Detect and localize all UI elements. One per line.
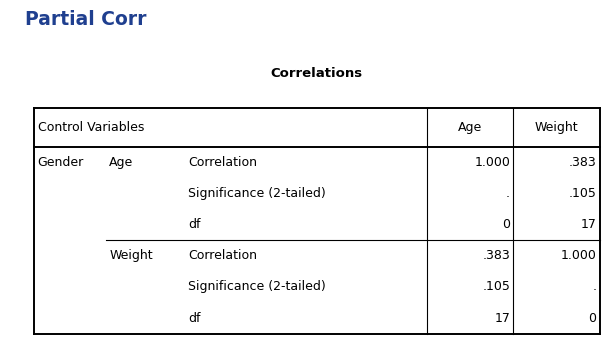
Text: .383: .383 (569, 156, 597, 169)
Text: 0: 0 (502, 218, 510, 231)
Text: Control Variables: Control Variables (38, 121, 144, 134)
Text: .383: .383 (482, 249, 510, 262)
Text: 1.000: 1.000 (561, 249, 597, 262)
Text: Age: Age (109, 156, 133, 169)
Text: Partial Corr: Partial Corr (25, 10, 146, 29)
Text: Correlation: Correlation (188, 156, 258, 169)
Text: Significance (2-tailed): Significance (2-tailed) (188, 280, 326, 293)
Text: .105: .105 (482, 280, 510, 293)
Text: df: df (188, 218, 201, 231)
Text: 17: 17 (494, 312, 510, 325)
Text: Correlation: Correlation (188, 249, 258, 262)
Text: .: . (592, 280, 597, 293)
Text: .105: .105 (569, 187, 597, 200)
Text: Correlations: Correlations (271, 67, 363, 80)
Text: df: df (188, 312, 201, 325)
Text: 17: 17 (581, 218, 597, 231)
Text: Gender: Gender (38, 156, 84, 169)
Text: Significance (2-tailed): Significance (2-tailed) (188, 187, 326, 200)
Text: .: . (506, 187, 510, 200)
Text: Age: Age (458, 121, 482, 134)
Text: 0: 0 (589, 312, 597, 325)
Text: Weight: Weight (534, 121, 578, 134)
Text: Weight: Weight (109, 249, 153, 262)
Text: 1.000: 1.000 (474, 156, 510, 169)
